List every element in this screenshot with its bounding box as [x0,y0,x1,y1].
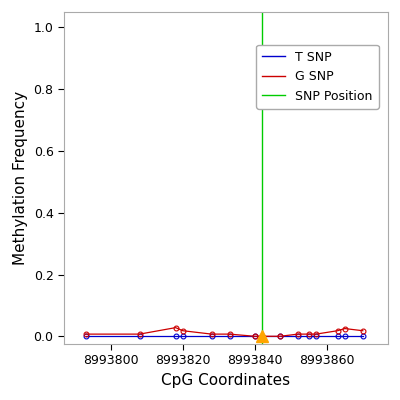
X-axis label: CpG Coordinates: CpG Coordinates [162,373,290,388]
Y-axis label: Methylation Frequency: Methylation Frequency [13,91,28,265]
Legend: T SNP, G SNP, SNP Position: T SNP, G SNP, SNP Position [256,45,378,109]
